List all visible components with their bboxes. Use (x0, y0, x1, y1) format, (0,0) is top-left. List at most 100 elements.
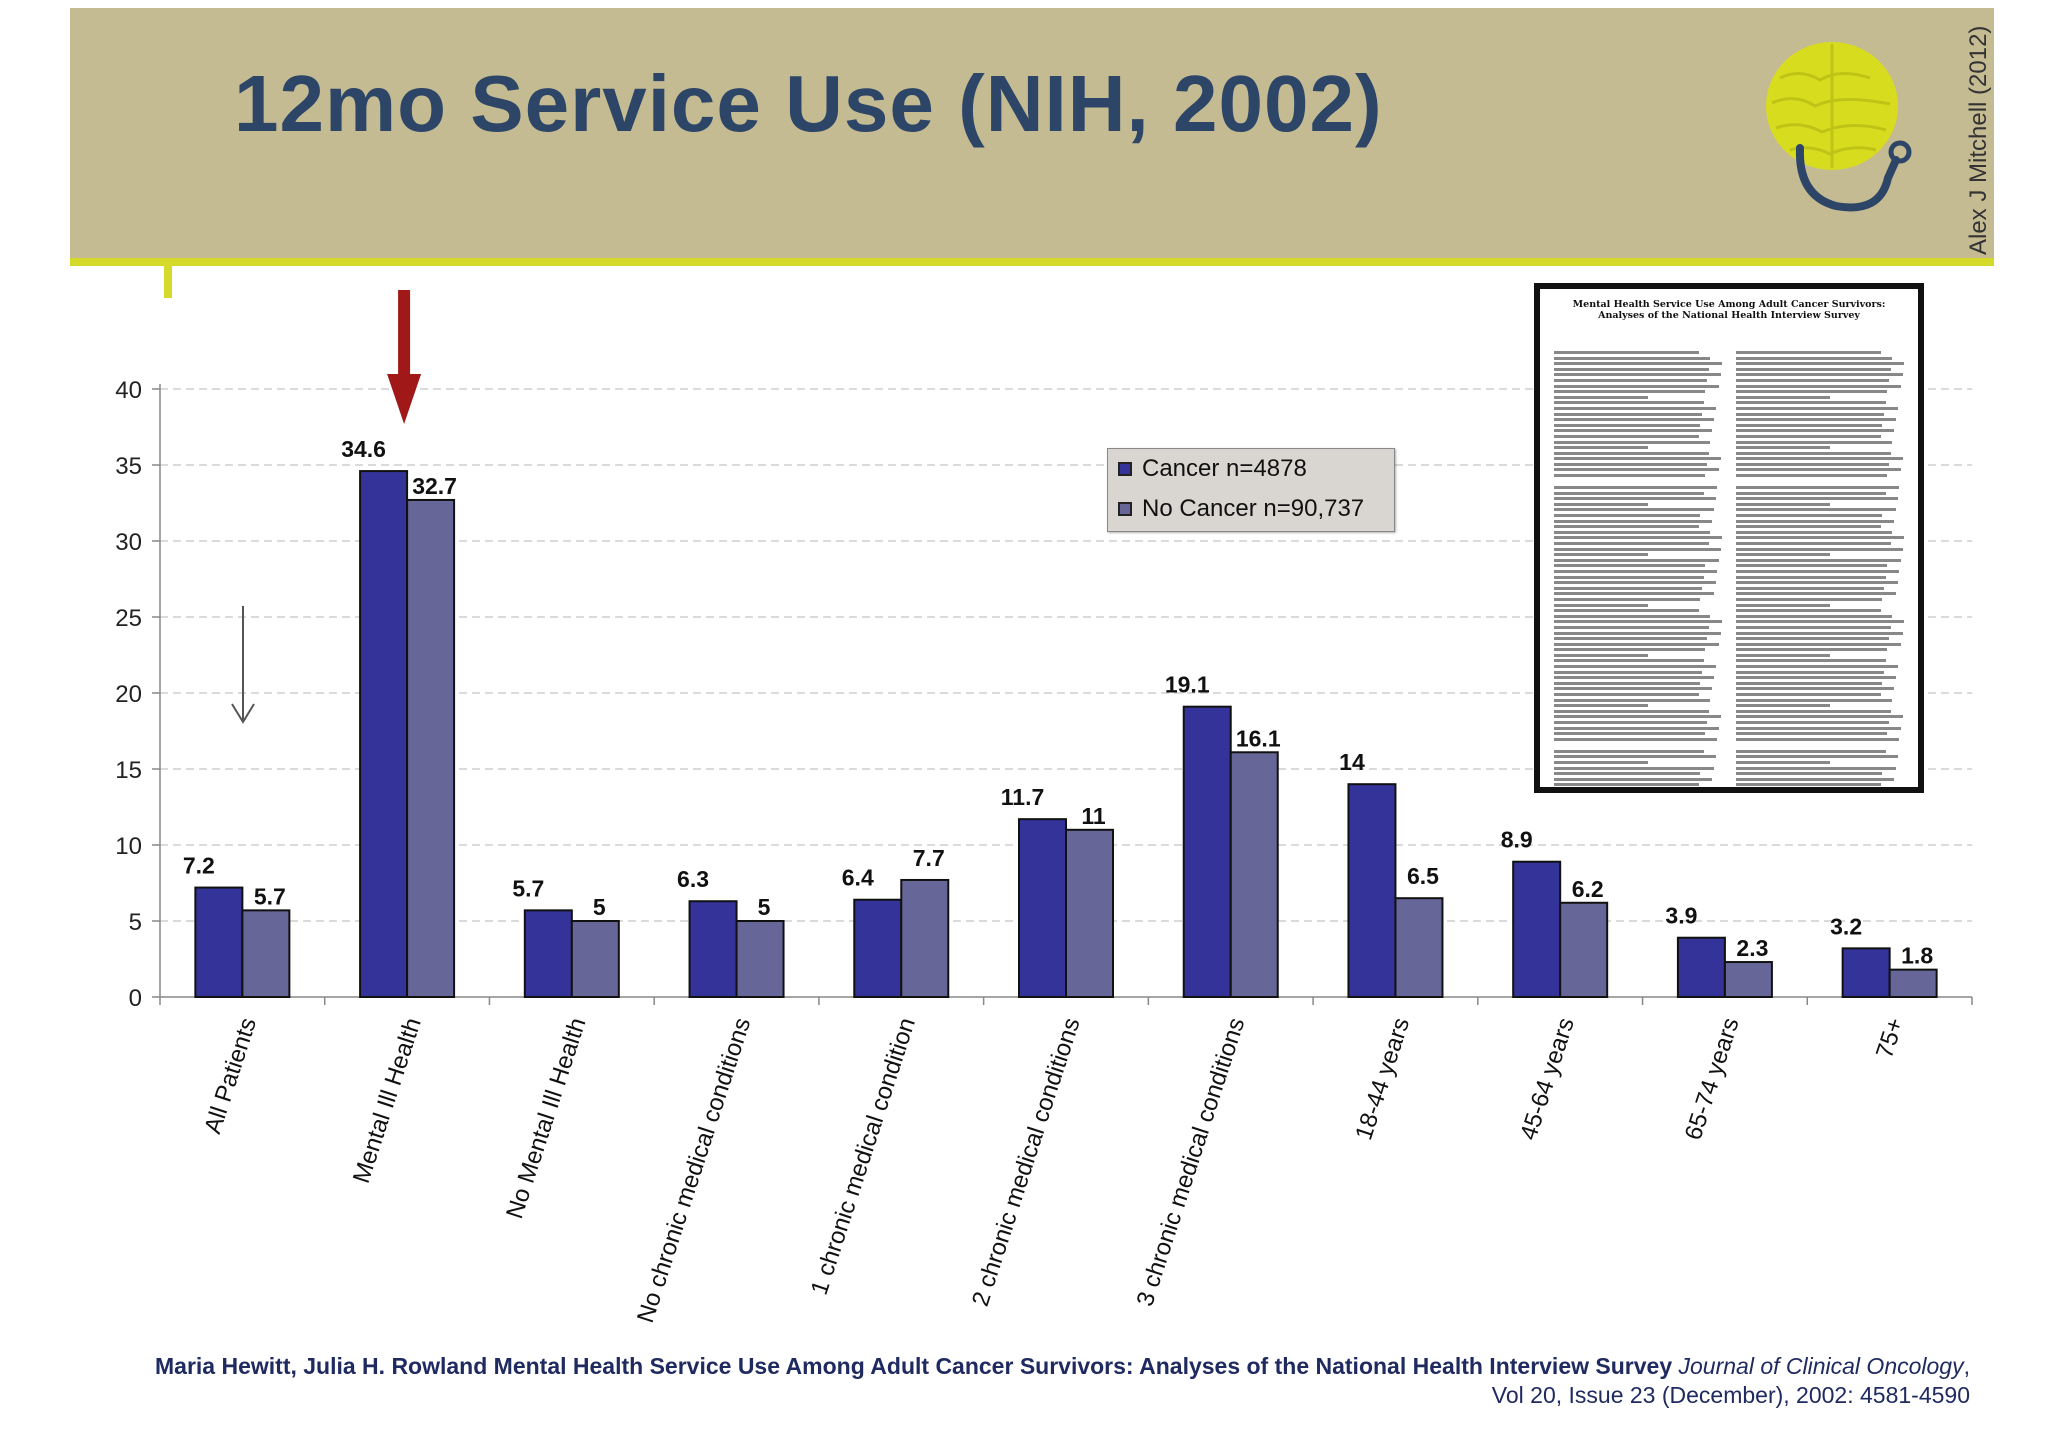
slide-header (70, 8, 1994, 266)
paper-right-text-line (1736, 603, 1830, 607)
paper-left-text-line (1554, 653, 1648, 657)
paper-left-text-line (1554, 772, 1701, 776)
paper-left-text-line (1554, 553, 1648, 557)
data-label-no-cancer-10: 1.8 (1901, 943, 1933, 969)
paper-left-text-line (1554, 648, 1706, 652)
paper-left-text-line (1554, 547, 1721, 551)
paper-right-text-line (1736, 468, 1901, 472)
y-tick-label-30: 30 (115, 529, 142, 556)
paper-left-text-line (1554, 519, 1713, 523)
y-tick-label-35: 35 (115, 453, 142, 480)
paper-right-text-line (1736, 519, 1895, 523)
paper-right-text-line (1736, 625, 1891, 629)
paper-left-text-line (1554, 620, 1723, 624)
paper-left-text-line (1554, 777, 1713, 781)
paper-left-text-line (1554, 592, 1714, 596)
paper-right-text-line (1736, 749, 1886, 753)
bar-no-cancer-2 (570, 920, 620, 998)
paper-right-text-line (1736, 423, 1883, 427)
paper-right-text-line (1736, 514, 1883, 518)
y-tick-label-25: 25 (115, 605, 142, 632)
stethoscope-chestpiece (1888, 140, 1912, 164)
y-tick-label-10: 10 (115, 833, 142, 860)
paper-right-text-line (1736, 474, 1888, 478)
paper-left-text-line (1554, 609, 1699, 613)
paper-left-text-line (1554, 637, 1707, 641)
paper-right-text-line (1736, 597, 1883, 601)
paper-right-text-line (1736, 401, 1886, 405)
x-tick-labels: All Patients Mental Ill Health No Mental I… (199, 1015, 1909, 1327)
paper-left-text-line (1554, 721, 1707, 724)
paper-right-text-line (1736, 462, 1889, 466)
paper-left-text-line (1554, 732, 1706, 736)
data-label-cancer-8: 8.9 (1501, 827, 1533, 853)
paper-left-text-line (1554, 497, 1716, 501)
citation-authors-title: Maria Hewitt, Julia H. Rowland Mental He… (155, 1353, 1673, 1379)
bar-chart: 0 5 10 15 20 25 30 35 40 7.2 5.7 34.6 32.7 5.7 5 6.3 5 6… (115, 290, 1973, 1327)
data-label-no-cancer-9: 2.3 (1736, 935, 1768, 961)
paper-right-text-line (1736, 553, 1830, 557)
paper-left-text-line (1554, 418, 1714, 422)
data-label-cancer-1: 34.6 (341, 436, 386, 462)
paper-right-text-line (1736, 586, 1884, 590)
x-tick-label-0: All Patients (199, 1015, 262, 1138)
bar-no-cancer-10 (1888, 968, 1938, 999)
paper-right-text-line (1736, 451, 1891, 455)
paper-left-text-line (1554, 766, 1714, 770)
paper-left-text-line (1554, 423, 1701, 427)
paper-thumbnail: Mental Health Service Use Among Adult Ca… (1534, 283, 1924, 793)
paper-left-text-line (1554, 468, 1719, 472)
paper-left-text-line (1554, 395, 1648, 399)
paper-right-text-line (1736, 558, 1901, 562)
paper-left-text-line (1554, 457, 1721, 461)
paper-left-text-line (1554, 491, 1704, 495)
paper-right-text-line (1736, 737, 1900, 741)
paper-right-text-line (1736, 620, 1905, 624)
paper-left-text-line (1554, 715, 1721, 719)
paper-title: Mental Health Service Use Among Adult Ca… (1572, 299, 1886, 321)
legend-swatch-no-cancer (1118, 502, 1132, 516)
data-label-no-cancer-1: 32.7 (412, 473, 457, 499)
paper-right-text-line (1736, 547, 1903, 551)
paper-left-text-line (1554, 586, 1702, 590)
bar-cancer-10 (1841, 947, 1891, 998)
brain-stethoscope-logo-icon (1766, 42, 1912, 212)
paper-right-text-line (1736, 542, 1891, 545)
paper-right-text-line (1736, 783, 1881, 787)
paper-left-text-line (1554, 698, 1711, 702)
paper-left-text-line (1554, 569, 1718, 573)
paper-left-text-line (1554, 676, 1714, 680)
bar-cancer-4 (853, 898, 903, 998)
paper-right-text-line (1736, 412, 1884, 416)
paper-left-text-line (1554, 581, 1716, 585)
paper-right-text-line (1736, 497, 1898, 501)
paper-right-text-line (1736, 491, 1886, 495)
paper-right-text-line (1736, 614, 1893, 618)
paper-left-text-line (1554, 642, 1719, 646)
slide-title: 12mo Service Use (NIH, 2002) (234, 59, 1383, 148)
paper-right-text-line (1736, 384, 1901, 388)
gray-arrow-down-icon (231, 703, 255, 724)
stethoscope-tube (1795, 144, 1900, 212)
bar-cancer-5 (1018, 818, 1067, 998)
paper-left-text-line (1554, 514, 1701, 518)
paper-left-text-line (1554, 486, 1718, 490)
paper-right-text-line (1736, 687, 1895, 691)
data-label-no-cancer-6: 16.1 (1236, 725, 1281, 751)
paper-left-text-line (1554, 378, 1707, 382)
data-label-no-cancer-7: 6.5 (1407, 863, 1439, 889)
paper-right-text-line (1736, 676, 1896, 680)
paper-right-text-line (1736, 726, 1901, 730)
bar-no-cancer-0 (241, 909, 291, 998)
paper-right-text-line (1736, 755, 1898, 759)
paper-left-text-line (1554, 575, 1704, 579)
paper-right-text-line (1736, 525, 1881, 529)
paper-right-text-line (1736, 373, 1903, 377)
paper-left-text-line (1554, 351, 1699, 354)
paper-right-text-line (1736, 395, 1830, 399)
paper-left-text-line (1554, 446, 1648, 450)
paper-right-text-line (1736, 592, 1896, 596)
citation-details: , Vol 20, Issue 23 (December), 2002: 458… (1491, 1353, 1970, 1408)
paper-left-text-line (1554, 434, 1699, 438)
x-tick-label-4: 1 chronic medical condition (806, 1015, 921, 1299)
